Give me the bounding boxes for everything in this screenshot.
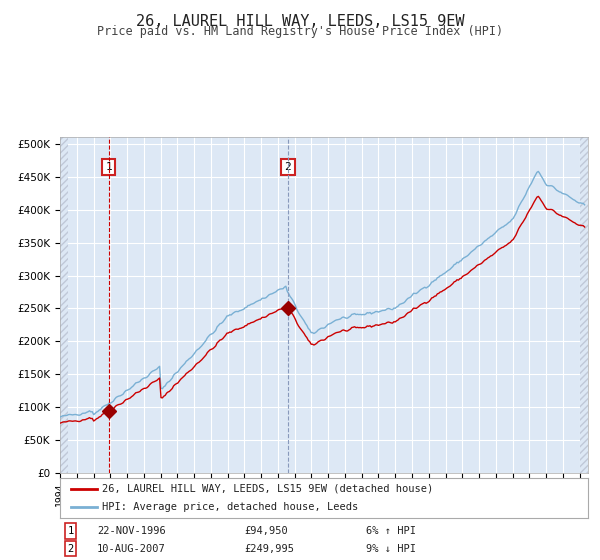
Text: £94,950: £94,950 (245, 526, 289, 536)
Text: 2: 2 (284, 162, 292, 172)
Text: 22-NOV-1996: 22-NOV-1996 (97, 526, 166, 536)
Text: 10-AUG-2007: 10-AUG-2007 (97, 544, 166, 554)
Text: 1: 1 (105, 162, 112, 172)
Text: 26, LAUREL HILL WAY, LEEDS, LS15 9EW (detached house): 26, LAUREL HILL WAY, LEEDS, LS15 9EW (de… (102, 484, 433, 494)
Text: HPI: Average price, detached house, Leeds: HPI: Average price, detached house, Leed… (102, 502, 358, 512)
Text: 9% ↓ HPI: 9% ↓ HPI (366, 544, 416, 554)
Text: £249,995: £249,995 (245, 544, 295, 554)
Text: 26, LAUREL HILL WAY, LEEDS, LS15 9EW: 26, LAUREL HILL WAY, LEEDS, LS15 9EW (136, 14, 464, 29)
Text: Price paid vs. HM Land Registry's House Price Index (HPI): Price paid vs. HM Land Registry's House … (97, 25, 503, 38)
Text: 1: 1 (67, 526, 74, 536)
Text: 2: 2 (67, 544, 74, 554)
Text: 6% ↑ HPI: 6% ↑ HPI (366, 526, 416, 536)
